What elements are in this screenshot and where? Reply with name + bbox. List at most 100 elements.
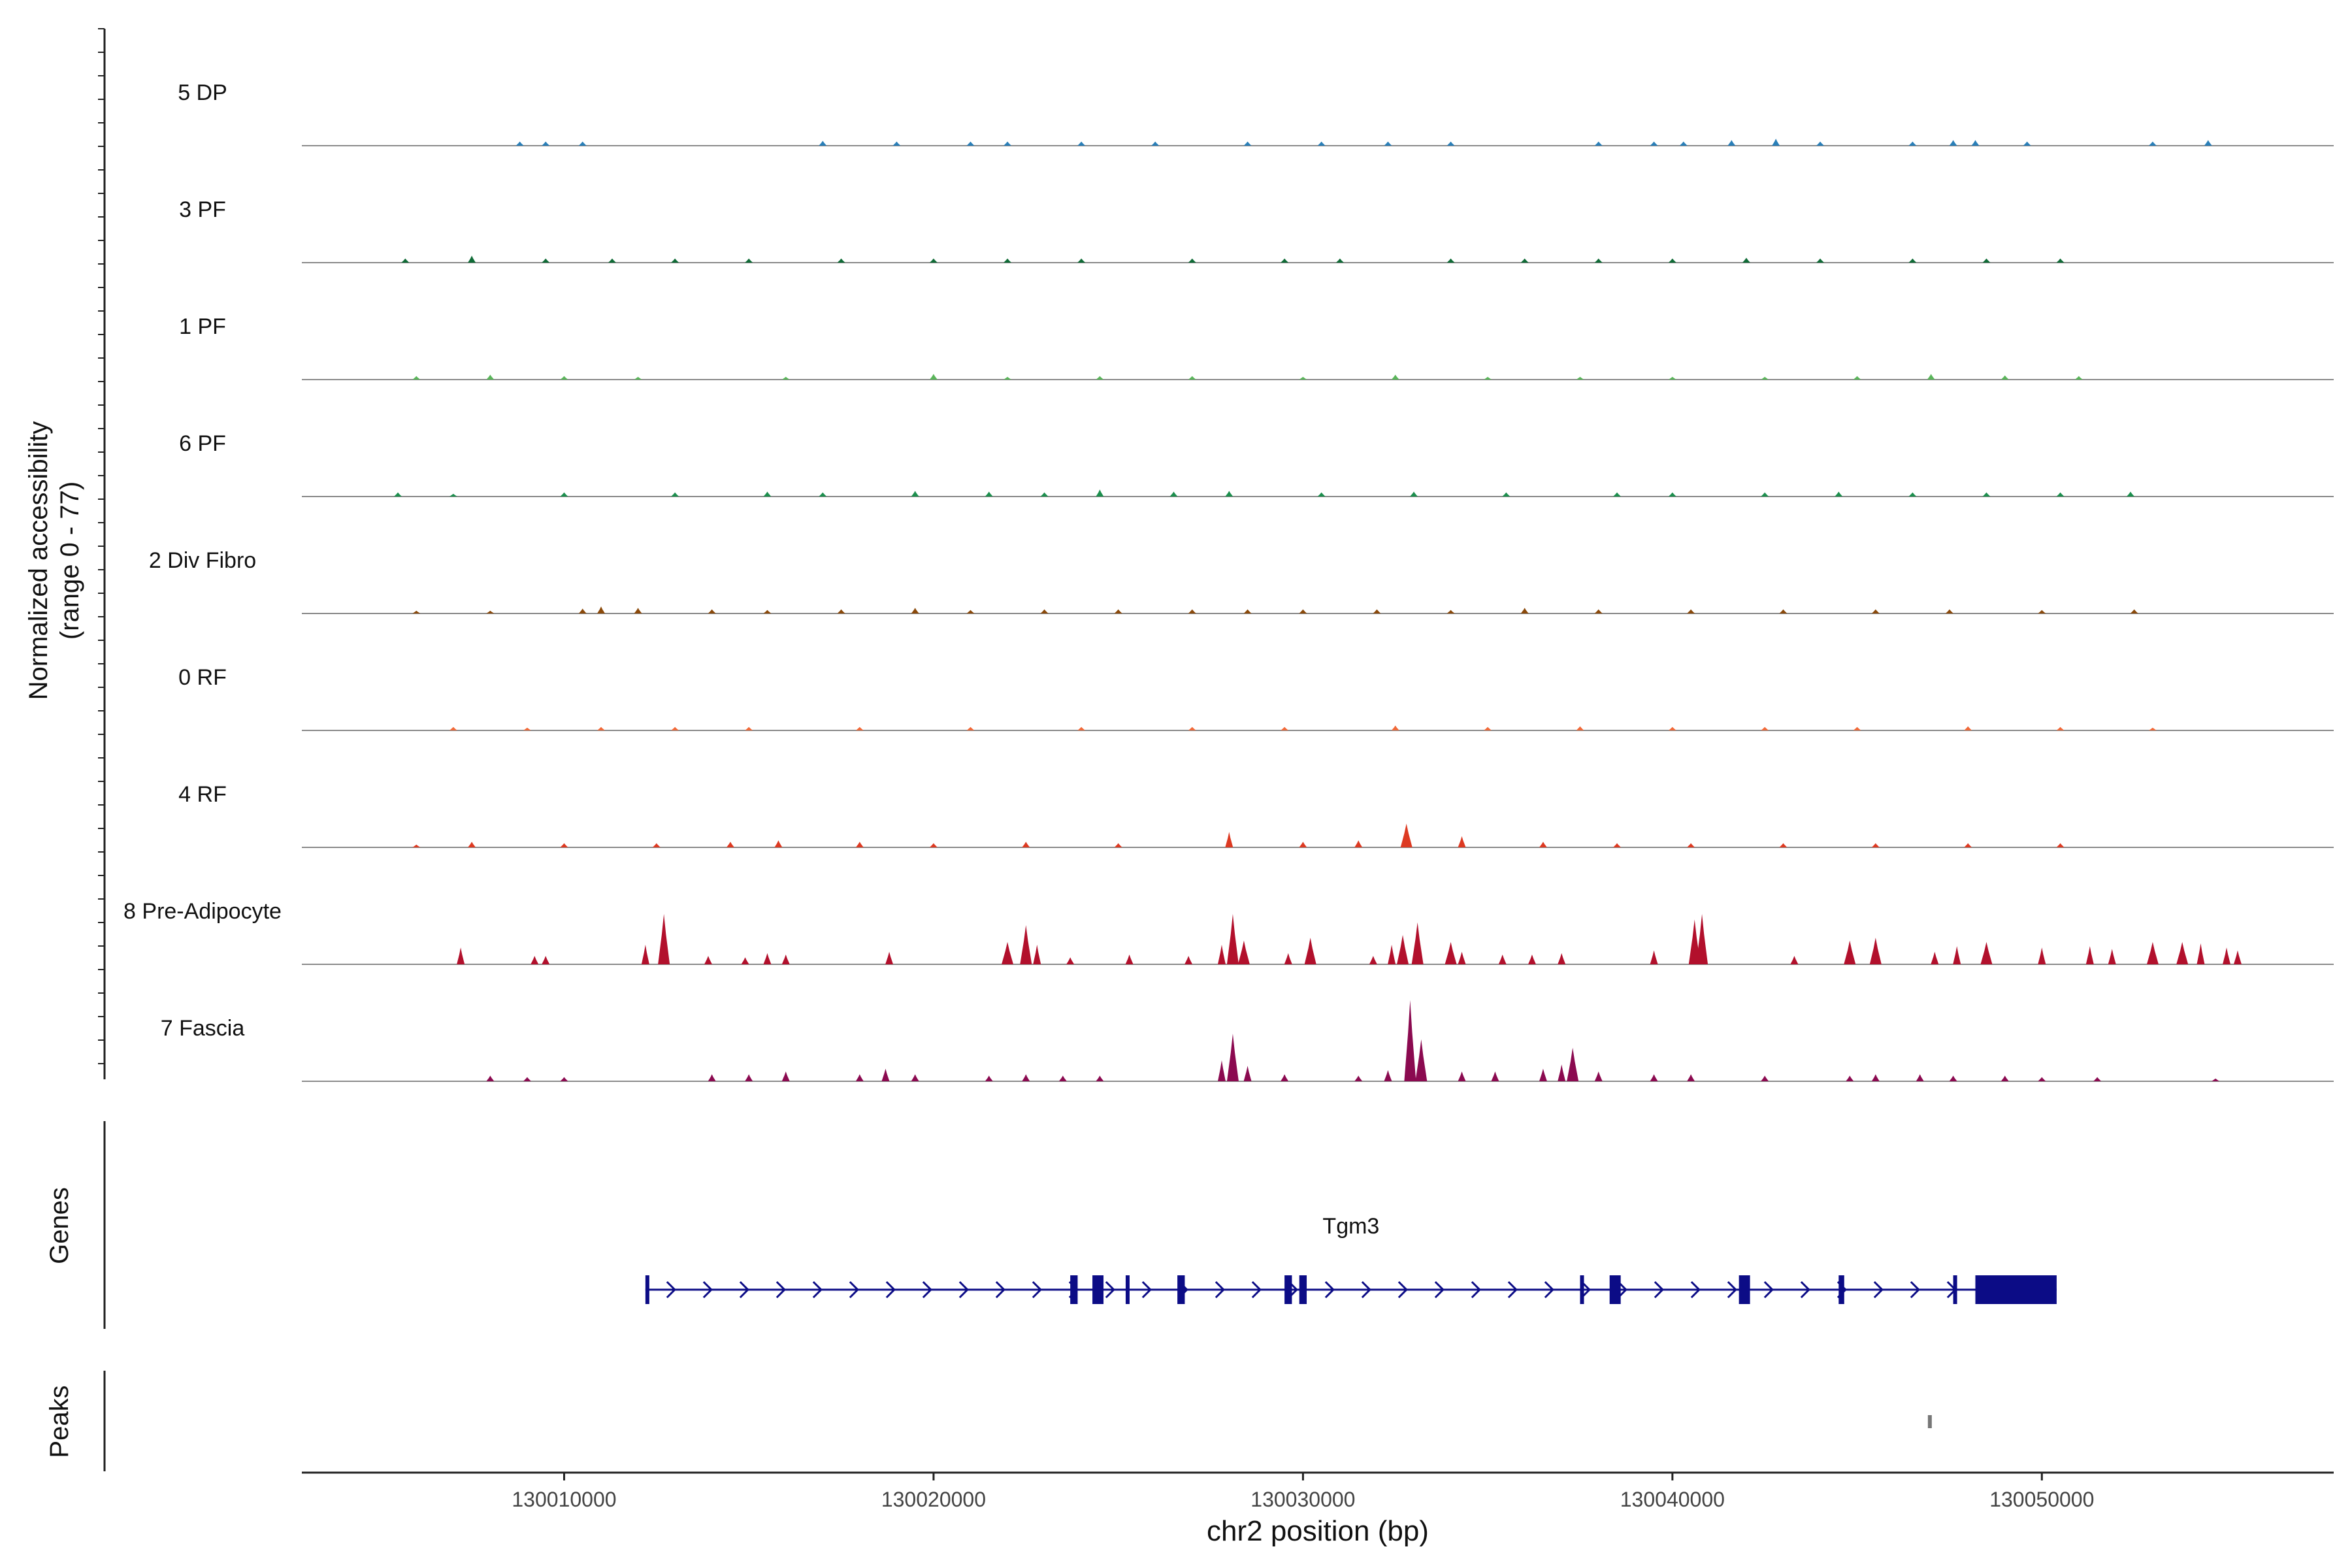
coverage-peak — [1077, 727, 1086, 730]
coverage-peak — [985, 491, 993, 497]
coverage-peak — [468, 841, 476, 847]
coverage-peak — [2212, 1078, 2220, 1081]
track-label: 2 Div Fibro — [149, 548, 256, 573]
coverage-peak — [1971, 140, 1980, 146]
coverage-peak — [1668, 376, 1676, 380]
coverage-peak — [2038, 610, 2046, 613]
coverage-peak — [1354, 1075, 1363, 1081]
coverage-peak — [1217, 945, 1226, 964]
coverage-peak — [1299, 609, 1307, 613]
coverage-peak — [1484, 727, 1492, 730]
coverage-peak — [966, 727, 975, 730]
gene-exon — [1284, 1275, 1292, 1304]
track-label: 8 Pre-Adipocyte — [123, 899, 282, 924]
coverage-peak — [1411, 922, 1424, 964]
coverage-peak — [486, 1075, 495, 1081]
coverage-peak — [1033, 945, 1041, 964]
coverage-peak — [855, 727, 864, 730]
coverage-peak — [1527, 955, 1536, 964]
coverage-peak — [542, 141, 550, 146]
coverage-peak — [1354, 840, 1363, 847]
track: 8 Pre-Adipocyte — [123, 899, 2334, 965]
coverage-peak — [929, 258, 938, 263]
track: 1 PF — [179, 314, 2334, 380]
called-peak — [1927, 1415, 1932, 1428]
coverage-peak — [2233, 950, 2242, 964]
coverage-peak — [1125, 955, 1134, 964]
coverage-peak — [1040, 492, 1049, 497]
gene-exon — [1092, 1275, 1104, 1304]
coverage-peak — [1369, 956, 1377, 964]
coverage-peak — [1761, 727, 1769, 730]
coverage-peak — [1613, 843, 1622, 847]
coverage-peak — [1458, 951, 1466, 964]
coverage-peak — [1687, 843, 1695, 847]
strand-arrow — [1507, 1281, 1518, 1299]
coverage-peak — [1077, 258, 1086, 263]
coverage-peak — [1576, 726, 1584, 730]
coverage-peak — [1790, 956, 1799, 964]
coverage-peak — [2056, 492, 2065, 497]
strand-arrow — [666, 1281, 676, 1299]
x-axis-ticks: 130010000 130020000 130030000 130040000 1300… — [512, 1473, 2094, 1511]
coverage-peak — [523, 727, 531, 730]
coverage-peak — [966, 141, 975, 146]
coverage-peak — [1679, 141, 1688, 146]
coverage-peak — [1446, 141, 1455, 146]
strand-arrow — [885, 1281, 896, 1299]
coverage-peak — [671, 492, 679, 497]
coverage-peak — [1539, 1068, 1547, 1081]
coverage-peak — [1908, 258, 1917, 263]
coverage-peak — [1498, 955, 1507, 964]
coverage-peak — [1391, 374, 1399, 380]
coverage-peak — [1779, 609, 1788, 613]
strand-arrow — [849, 1281, 859, 1299]
coverage-peak — [1953, 946, 1961, 964]
coverage-peak — [1226, 1034, 1239, 1081]
coverage-peak — [745, 727, 753, 730]
coverage-peak — [1871, 843, 1880, 847]
coverage-peak — [1761, 1075, 1769, 1081]
track: 7 Fascia — [161, 1000, 2334, 1082]
track: 3 PF — [179, 197, 2334, 263]
coverage-peak — [2038, 1077, 2046, 1081]
coverage-peak — [1058, 1075, 1067, 1081]
coverage-peak — [560, 492, 568, 497]
coverage-peak — [468, 255, 476, 263]
track: 5 DP — [178, 80, 2334, 146]
track-label: 1 PF — [179, 314, 226, 339]
coverage-peak — [1520, 608, 1529, 613]
coverage-peak — [1237, 940, 1250, 964]
coverage-peak — [1696, 913, 1708, 964]
coverage-peak — [560, 843, 568, 847]
gene-exon — [1953, 1275, 1957, 1304]
coverage-peak — [726, 841, 734, 847]
peaks-panel-label: Peaks — [45, 1385, 74, 1458]
x-tick-label: 130050000 — [1989, 1488, 2094, 1511]
coverage-peak — [1217, 1060, 1226, 1081]
coverage-peak — [1964, 843, 1972, 847]
coverage-peak — [1384, 1070, 1392, 1081]
coverage-peak — [597, 606, 606, 613]
coverage-peak — [1281, 258, 1289, 263]
coverage-peak — [1281, 1074, 1289, 1081]
coverage-peak — [412, 844, 421, 847]
coverage-peak — [486, 610, 495, 613]
coverage-peak — [515, 141, 524, 146]
coverage-peak — [1299, 376, 1307, 380]
coverage-peak — [2093, 1077, 2102, 1081]
coverage-peak — [1853, 376, 1861, 380]
coverage-peak — [1188, 258, 1196, 263]
coverage-peak — [1594, 609, 1603, 613]
track-label: 5 DP — [178, 80, 227, 105]
gene-exon — [1739, 1275, 1750, 1304]
coverage-peak — [1594, 141, 1603, 146]
coverage-peak — [1243, 1066, 1252, 1081]
coverage-peak — [1415, 1039, 1428, 1081]
genes-panel-label: Genes — [45, 1187, 74, 1264]
coverage-peak — [1594, 258, 1603, 263]
strand-arrow — [1324, 1281, 1335, 1299]
strand-arrow — [958, 1281, 969, 1299]
coverage-peak — [1458, 836, 1466, 847]
coverage-peak — [2148, 141, 2157, 146]
